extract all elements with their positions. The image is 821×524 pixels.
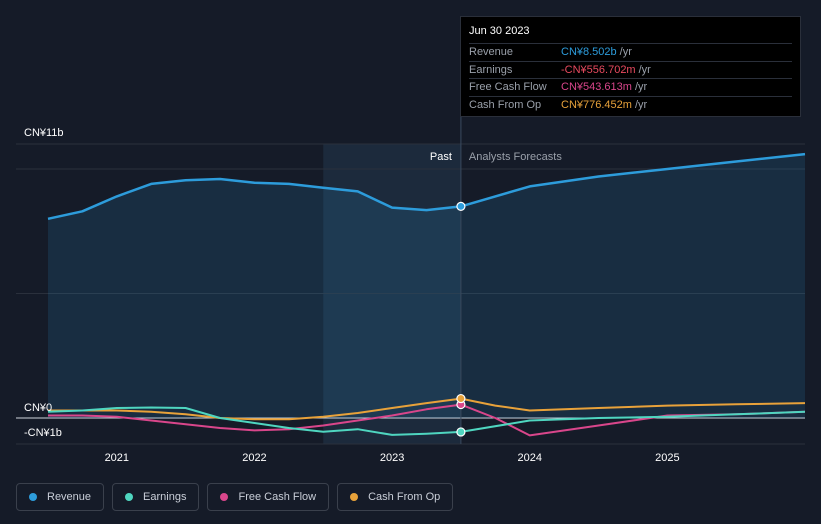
y-axis-labels: CN¥11b CN¥0 -CN¥1b	[24, 127, 64, 439]
x-tick-label: 2023	[380, 452, 404, 464]
x-tick-label: 2025	[655, 452, 679, 464]
x-axis-labels: 2021 2022 2023 2024 2025	[105, 452, 680, 464]
tooltip-row-unit: /yr	[634, 98, 648, 111]
legend-label: Cash From Op	[368, 491, 441, 503]
tooltip-row-unit: /yr	[619, 46, 632, 59]
y-tick-label: -CN¥1b	[24, 427, 62, 439]
legend-item-earnings[interactable]: Earnings	[112, 483, 200, 511]
tooltip-row-label: Earnings	[469, 63, 513, 76]
tooltip-row: Earnings -CN¥556.702m/yr	[469, 60, 792, 79]
y-tick-label: CN¥0	[24, 402, 52, 414]
legend-label: Free Cash Flow	[238, 491, 317, 503]
legend-item-cash-from-op[interactable]: Cash From Op	[337, 483, 454, 511]
tooltip-row-value: CN¥8.502b	[561, 46, 617, 59]
legend-dot-icon	[29, 493, 37, 501]
legend-dot-icon	[220, 493, 229, 501]
tooltip: Jun 30 2023 Revenue CN¥8.502b/yr Earnings -…	[460, 16, 801, 117]
tooltip-row-value: CN¥776.452m	[561, 98, 632, 111]
tooltip-row-label: Revenue	[469, 46, 514, 59]
legend-item-free-cash-flow[interactable]: Free Cash Flow	[207, 483, 330, 511]
tooltip-row-unit: /yr	[638, 63, 651, 76]
series-line-revenue	[47, 152, 806, 221]
tooltip-row-value: CN¥543.613m	[561, 81, 632, 94]
legend-item-revenue[interactable]: Revenue	[16, 483, 105, 511]
tooltip-row-value: -CN¥556.702m	[561, 63, 636, 76]
marker-earnings	[456, 427, 466, 437]
marker-revenue	[456, 201, 466, 211]
tooltip-row-label: Free Cash Flow	[469, 81, 547, 94]
legend-label: Revenue	[47, 491, 92, 503]
legend: Revenue Earnings Free Cash Flow Cash From O…	[16, 483, 454, 511]
x-tick-label: 2022	[242, 452, 266, 464]
tooltip-row: Revenue CN¥8.502b/yr	[469, 43, 792, 61]
forecast-label: Analysts Forecasts	[469, 151, 562, 163]
markers	[456, 201, 466, 437]
y-tick-label: CN¥11b	[24, 127, 64, 139]
tooltip-date: Jun 30 2023	[469, 25, 530, 37]
series-lines	[47, 152, 806, 437]
gridlines	[16, 143, 805, 445]
area-fills	[48, 154, 805, 418]
legend-dot-icon	[125, 493, 134, 501]
past-label: Past	[430, 151, 452, 163]
legend-dot-icon	[350, 493, 359, 501]
legend-label: Earnings	[143, 491, 187, 503]
marker-cash-from-op	[456, 393, 466, 404]
series-line-earnings	[47, 406, 806, 436]
x-tick-label: 2024	[517, 452, 541, 464]
series-line-cash-from-op	[48, 397, 806, 421]
tooltip-row-unit: /yr	[634, 81, 648, 94]
tooltip-row-label: Cash From Op	[469, 98, 542, 111]
series-line-free-cash-flow	[48, 403, 806, 437]
x-tick-label: 2021	[105, 452, 129, 464]
tooltip-rows: Revenue CN¥8.502b/yr Earnings -CN¥556.702m /…	[469, 43, 792, 113]
tooltip-row: Cash From Op CN¥776.452m/yr	[469, 95, 792, 114]
series-area-revenue	[48, 154, 805, 418]
tooltip-row: Free Cash Flow CN¥543.613m/yr	[469, 78, 792, 96]
